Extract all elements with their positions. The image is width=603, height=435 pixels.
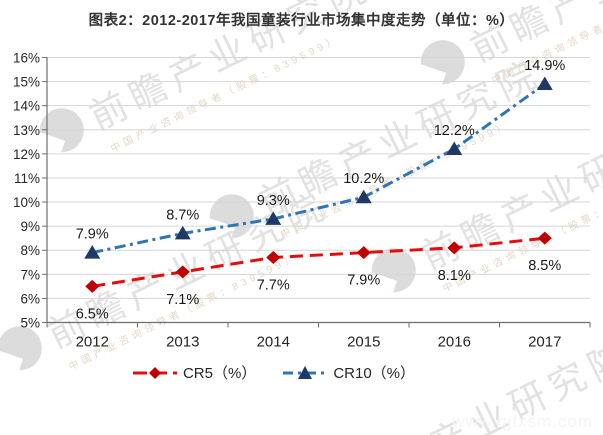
y-axis-label: 7% xyxy=(20,267,40,282)
cr10-data-label-2014: 9.3% xyxy=(257,193,290,209)
cr10-legend-sample-icon xyxy=(283,365,328,379)
cr5-marker-2013 xyxy=(175,265,190,279)
y-axis-label: 10% xyxy=(13,195,40,210)
cr10-marker-2016 xyxy=(446,141,463,156)
cr10-marker-2013 xyxy=(174,225,191,240)
cr10-data-label-2017: 14.9% xyxy=(524,58,565,74)
cr5-data-label-2017: 8.5% xyxy=(528,258,561,274)
x-axis-label: 2014 xyxy=(257,334,290,351)
legend-item-cr5: CR5（%） xyxy=(132,362,256,383)
chart-title: 图表2：2012-2017年我国童装行业市场集中度走势（单位：%） xyxy=(88,13,515,29)
cr10-data-label-2012: 7.9% xyxy=(76,227,109,243)
cr10-data-label-2013: 8.7% xyxy=(166,207,199,223)
cr10-marker-2015 xyxy=(355,189,372,204)
cr10-marker-2014 xyxy=(265,211,282,225)
y-axis-label: 15% xyxy=(13,75,40,90)
x-axis-label: 2015 xyxy=(347,334,380,351)
y-axis-label: 16% xyxy=(13,51,40,66)
y-axis-label: 5% xyxy=(20,316,40,331)
x-axis-label: 2012 xyxy=(76,334,109,351)
y-axis-label: 6% xyxy=(20,291,40,306)
cr5-data-label-2016: 8.1% xyxy=(438,268,471,284)
x-axis-label: 2013 xyxy=(166,334,199,351)
cr5-marker-2017 xyxy=(537,231,552,245)
cr5-data-label-2014: 7.7% xyxy=(257,277,290,293)
y-axis-label: 8% xyxy=(20,243,40,258)
cr10-series-line xyxy=(91,82,546,255)
cr10-marker-2017 xyxy=(536,76,553,90)
cr5-series-line xyxy=(92,236,545,288)
legend-label-cr5: CR5（%） xyxy=(182,365,257,382)
plot-area: 5% 6% 7% 8% 9% 10% 11% 12% 13% 14% 15% 16% 2012 2013 2… xyxy=(13,51,591,351)
y-axis-label: 11% xyxy=(14,171,40,186)
y-axis-label: 14% xyxy=(13,99,40,114)
y-axis-label: 13% xyxy=(13,123,40,138)
legend-label-cr10: CR10（%） xyxy=(333,365,416,382)
cr5-marker-2012 xyxy=(85,279,100,293)
watermark-url: www.qjfxsm.com xyxy=(452,412,593,431)
cr5-marker-2014 xyxy=(266,250,281,264)
x-axis-label: 2017 xyxy=(528,334,561,351)
y-axis-label: 9% xyxy=(20,219,40,234)
cr5-data-label-2015: 7.9% xyxy=(347,273,380,289)
cr5-data-label-2013: 7.1% xyxy=(166,292,199,308)
cr5-marker-2015 xyxy=(356,246,371,260)
cr5-marker-2016 xyxy=(447,241,462,255)
y-axis-label: 12% xyxy=(13,147,40,162)
cr5-data-label-2012: 6.5% xyxy=(76,306,109,322)
cr5-legend-sample-icon xyxy=(132,366,177,379)
cr10-marker-2012 xyxy=(84,245,101,259)
legend-item-cr10: CR10（%） xyxy=(282,362,415,383)
cr10-data-label-2016: 12.2% xyxy=(434,123,475,139)
cr10-data-label-2015: 10.2% xyxy=(343,171,384,187)
chart-legend: CR5（%） CR10（%） xyxy=(0,362,575,383)
x-axis-label: 2016 xyxy=(438,334,471,351)
